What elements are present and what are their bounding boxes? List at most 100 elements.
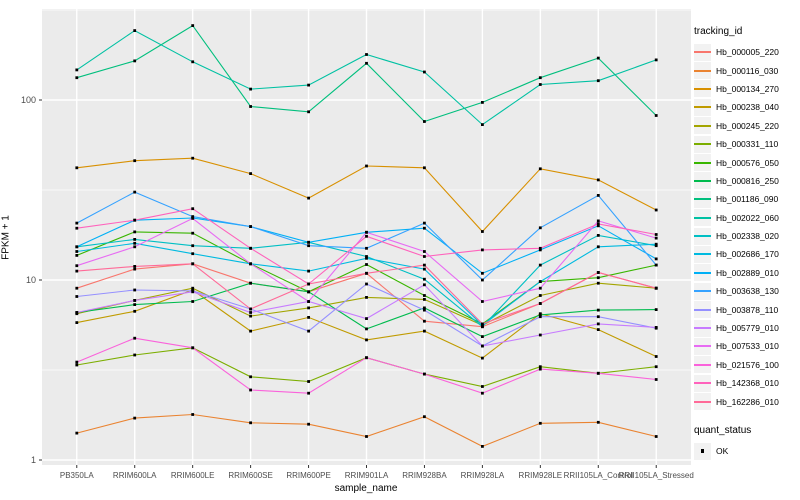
legend-label: Hb_005779_010 (716, 323, 779, 334)
legend-label: Hb_003878_110 (716, 304, 779, 315)
data-point (481, 385, 484, 388)
legend-entry: Hb_000245_220 (694, 117, 800, 135)
legend-key (694, 209, 711, 227)
data-point (365, 296, 368, 299)
y-tick-label: 100 (21, 95, 36, 105)
data-point (596, 56, 600, 60)
data-point (191, 413, 195, 416)
legend-key (694, 227, 711, 245)
data-point (423, 415, 426, 419)
data-point (75, 264, 79, 268)
legend-title-quant-status: quant_status (694, 424, 752, 436)
data-point (133, 309, 137, 313)
data-point (481, 344, 484, 348)
x-tick-label: RRIM600LE (171, 471, 215, 480)
data-point (654, 378, 658, 381)
data-point (249, 388, 252, 392)
data-point (596, 281, 600, 285)
data-point (423, 306, 426, 310)
data-point (365, 435, 368, 438)
data-point (538, 263, 542, 267)
legend-key (694, 393, 711, 411)
data-point (654, 208, 658, 212)
data-point (365, 164, 368, 168)
data-point (423, 70, 426, 74)
data-point (596, 178, 600, 182)
data-point (365, 53, 368, 56)
legend-label: Hb_000576_050 (716, 157, 779, 168)
legend-label: Hb_000331_110 (716, 139, 779, 150)
data-point (307, 244, 310, 248)
x-tick-label: RRIM901LA (345, 471, 389, 480)
data-point (191, 24, 195, 27)
data-point (75, 68, 79, 72)
data-point (75, 321, 79, 324)
data-point (481, 101, 484, 104)
data-point (423, 372, 426, 376)
data-point (307, 269, 310, 273)
data-point (365, 256, 368, 260)
legend-key-line-icon (694, 106, 711, 109)
legend-label: Hb_002889_010 (716, 267, 779, 278)
data-point (191, 231, 195, 235)
data-point (596, 245, 600, 249)
data-point (75, 311, 79, 314)
legend-entry: Hb_007533_010 (694, 337, 800, 355)
data-point (75, 269, 79, 273)
legend-entry: Hb_001186_090 (694, 190, 800, 208)
data-point (191, 156, 195, 160)
data-point (654, 114, 658, 117)
legend-label: Hb_002338_020 (716, 231, 779, 242)
legend-key-line-icon (694, 69, 711, 72)
data-point (133, 245, 137, 249)
legend-title-tracking-id: tracking_id (694, 26, 743, 37)
data-point (538, 167, 542, 171)
data-point (654, 257, 658, 261)
legend-key-line-icon (694, 51, 711, 54)
legend-key-line-icon (694, 363, 711, 366)
data-point (538, 246, 542, 250)
data-point (423, 298, 426, 301)
data-point (481, 356, 484, 360)
legend-label: Hb_000005_220 (716, 47, 779, 58)
legend-key-line-icon (694, 235, 711, 238)
data-point (538, 226, 542, 230)
x-tick-label: PB350LA (60, 471, 94, 480)
legend-label: Hb_000134_270 (716, 83, 779, 94)
legend-key (694, 172, 711, 190)
data-point (133, 159, 137, 163)
data-point (249, 314, 252, 318)
legend-entry: Hb_003638_130 (694, 282, 800, 300)
data-point (133, 303, 137, 306)
legend-entry: Hb_000331_110 (694, 135, 800, 153)
data-point (249, 311, 252, 314)
legend-label: Hb_000116_030 (716, 65, 779, 76)
data-point (365, 246, 368, 250)
data-point (307, 329, 310, 333)
data-point (481, 322, 484, 326)
data-point (365, 338, 368, 342)
data-point (75, 76, 79, 80)
data-point (481, 248, 484, 252)
data-point (596, 315, 600, 319)
data-point (538, 76, 542, 80)
data-point (133, 288, 137, 292)
legend-label: Hb_002022_060 (716, 212, 779, 223)
data-point (249, 329, 252, 333)
data-point (191, 300, 195, 303)
x-tick-label: RRII105LA_Stressed (619, 471, 694, 480)
data-point (596, 234, 600, 237)
data-point (365, 356, 368, 360)
data-point (365, 61, 368, 65)
legend-key-line-icon (694, 143, 711, 146)
data-point (654, 58, 658, 62)
legend-label: Hb_162286_010 (716, 396, 779, 407)
legend-key (694, 264, 711, 282)
data-point (249, 307, 252, 311)
ok-key (694, 442, 711, 460)
legend-key (694, 117, 711, 135)
x-tick-label: RRIM928BA (402, 471, 447, 480)
data-point (423, 120, 426, 123)
data-point (133, 29, 137, 32)
